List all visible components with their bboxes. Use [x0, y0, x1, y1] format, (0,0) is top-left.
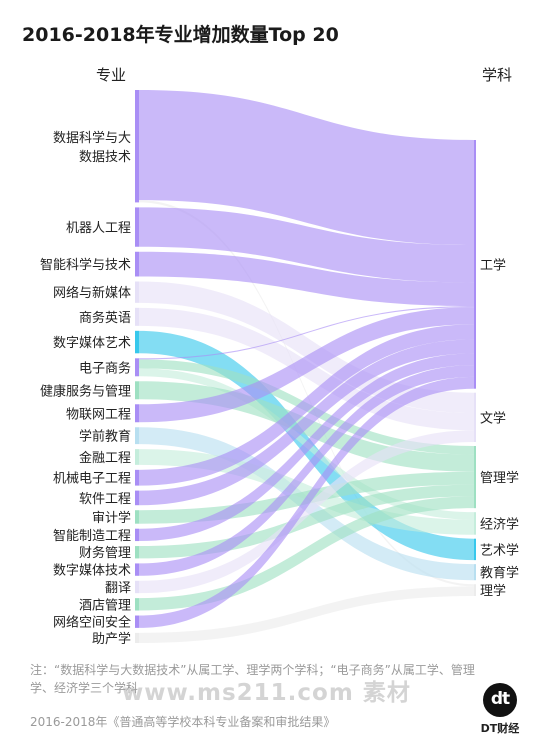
major-node-bar-0: [135, 90, 139, 203]
flow-band-2: [139, 207, 474, 283]
major-node-bar-6: [135, 358, 139, 377]
flow-band-7: [139, 306, 474, 360]
major-column-header: 专业: [96, 66, 127, 84]
major-label-14: 智能制造工程: [53, 529, 131, 544]
major-node-bar-7: [135, 381, 139, 400]
major-label-10: 金融工程: [79, 450, 131, 466]
discipline-label-3: 经济学: [480, 516, 519, 532]
major-node-bar-5: [135, 330, 139, 354]
flow-band-15: [139, 339, 474, 506]
major-label-8: 物联网工程: [66, 407, 131, 422]
major-label-17: 翻译: [105, 581, 131, 596]
discipline-label-4: 艺术学: [480, 542, 519, 558]
major-node-bar-15: [135, 546, 139, 559]
major-label-16: 数字媒体技术: [53, 564, 131, 579]
flow-band-21: [139, 496, 474, 611]
flow-band-22: [139, 376, 474, 628]
major-label-7: 健康服务与管理: [40, 383, 131, 399]
discipline-label-1: 文学: [480, 410, 506, 426]
major-node-bar-2: [135, 251, 139, 277]
flow-group: [139, 90, 474, 643]
major-label-18: 酒店管理: [79, 598, 131, 613]
source-text: 2016-2018年《普通高等学校本科专业备案和审批结果》: [30, 715, 336, 729]
flow-band-4: [139, 281, 474, 414]
flow-band-0: [139, 90, 474, 246]
discipline-node-bar-3: [474, 512, 476, 535]
discipline-node-bar-1: [474, 392, 476, 443]
brand-name: DT财经: [480, 722, 520, 735]
flow-band-17: [139, 353, 474, 542]
major-label-20: 助产学: [92, 631, 131, 647]
flow-band-3: [139, 251, 474, 307]
major-label-2: 智能科学与技术: [40, 257, 131, 273]
major-label-3: 网络与新媒体: [53, 285, 131, 301]
flow-band-14: [139, 324, 474, 486]
major-node-bar-17: [135, 580, 139, 594]
discipline-label-6: 理学: [480, 583, 506, 599]
discipline-node-bar-6: [474, 584, 476, 596]
discipline-node-bar-0: [474, 140, 476, 389]
major-node-bar-9: [135, 427, 139, 445]
major-label-0: 数据科学与大数据技术: [53, 130, 131, 165]
flow-band-20: [139, 430, 474, 594]
major-label-4: 商务英语: [79, 310, 131, 326]
discipline-column-header: 学科: [482, 66, 513, 84]
major-label-1: 机器人工程: [66, 221, 131, 236]
major-node-bar-16: [135, 563, 139, 576]
major-node-bar-3: [135, 281, 139, 303]
chart-title: 2016-2018年专业增加数量Top 20: [22, 24, 339, 46]
major-node-bar-20: [135, 632, 139, 643]
major-node-bar-12: [135, 490, 139, 506]
major-label-11: 机械电子工程: [53, 472, 131, 487]
major-node-bar-14: [135, 528, 139, 542]
discipline-label-0: 工学: [480, 257, 506, 273]
flow-band-1: [139, 200, 474, 587]
major-node-bar-13: [135, 510, 139, 524]
major-label-13: 审计学: [92, 510, 131, 526]
flow-band-11: [139, 307, 474, 423]
major-label-9: 学前教育: [79, 429, 131, 445]
flow-band-23: [139, 586, 474, 643]
major-node-bar-1: [135, 207, 139, 247]
flow-band-19: [139, 365, 474, 576]
dt-logo: dt: [483, 683, 517, 717]
discipline-node-bar-2: [474, 446, 476, 509]
major-node-bar-19: [135, 615, 139, 628]
major-node-bar-11: [135, 469, 139, 486]
major-node-bar-18: [135, 598, 139, 611]
major-label-12: 软件工程: [79, 492, 131, 507]
footnote: 注：“数据科学与大数据技术”从属工学、理学两个学科；“电子商务”从属工学、管理学…: [30, 663, 475, 695]
discipline-node-bar-5: [474, 564, 476, 581]
discipline-label-5: 教育学: [480, 565, 519, 581]
major-node-bar-10: [135, 449, 139, 465]
major-label-15: 财务管理: [79, 545, 131, 561]
discipline-node-bar-4: [474, 538, 476, 561]
major-node-bar-8: [135, 404, 139, 423]
watermark-text: www.ms211.com 素材: [122, 680, 411, 706]
discipline-label-2: 管理学: [480, 470, 519, 486]
major-label-6: 电子商务: [79, 360, 131, 376]
major-node-bar-4: [135, 307, 139, 326]
major-label-5: 数字媒体艺术: [53, 336, 131, 351]
flow-band-18: [139, 484, 474, 559]
major-label-line2-0: 数据技术: [79, 150, 131, 165]
major-label-19: 网络空间安全: [53, 615, 131, 631]
major-label-line1-0: 数据科学与大: [53, 130, 131, 146]
